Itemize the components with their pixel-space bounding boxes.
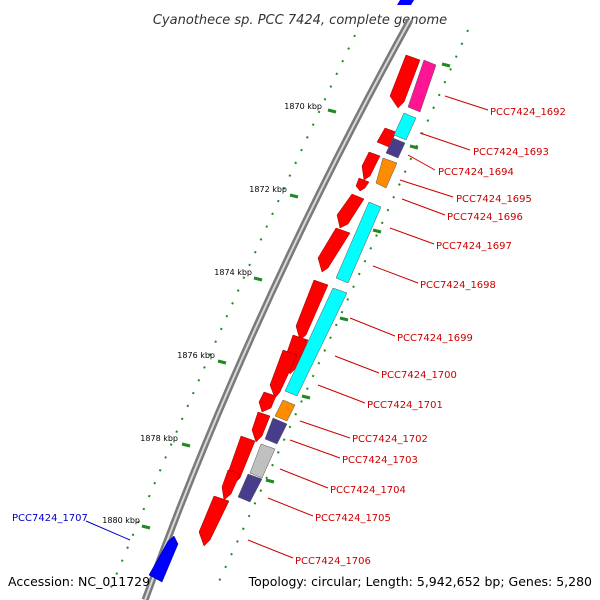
gene-arrow-1703 <box>251 411 271 443</box>
outer-tick-track <box>214 29 469 591</box>
gene-arrow-1692 <box>389 54 421 109</box>
gene-arrow-1706 <box>198 495 230 547</box>
gene-label: PCC7424_1698 <box>420 280 496 291</box>
accession-text: Accession: NC_011729 <box>8 574 150 589</box>
major-tick <box>289 193 299 199</box>
leader-1705 <box>267 497 314 517</box>
scale-label: 1872 kbp <box>249 185 287 194</box>
major-tick <box>372 228 382 234</box>
scale-label: 1880 kbp <box>102 516 140 525</box>
gene-label: PCC7424_1704 <box>330 485 406 496</box>
gene-bar-cyan-long <box>335 201 382 284</box>
gene-bar-orange-2 <box>274 399 296 422</box>
major-tick <box>409 144 419 150</box>
label-leaders <box>85 95 489 559</box>
major-tick <box>327 108 337 114</box>
gene-bars <box>237 59 437 503</box>
leader-1695 <box>399 179 454 198</box>
leader-1704 <box>279 468 329 489</box>
leader-1701 <box>317 384 366 404</box>
scale-label: 1876 kbp <box>177 351 215 360</box>
leader-1692 <box>444 95 489 111</box>
major-tick <box>339 316 349 322</box>
gene-bar-purple-3 <box>237 473 263 503</box>
scale-label: 1874 kbp <box>214 268 252 277</box>
gene-label: PCC7424_1699 <box>397 333 473 344</box>
tick-track <box>109 29 469 591</box>
leader-1702 <box>299 420 351 439</box>
gene-arrows-red <box>198 54 421 547</box>
leader-1699 <box>349 317 396 337</box>
gene-arrow-1701 <box>269 349 298 399</box>
gene-arrow-1705 <box>221 469 241 501</box>
gene-arrow-1707 <box>148 535 179 583</box>
major-tick <box>217 359 227 365</box>
gene-bar-gray <box>249 443 276 479</box>
gene-bar-orange <box>375 157 398 189</box>
leader-1696 <box>401 198 446 216</box>
gene-label: PCC7424_1707 <box>12 513 88 524</box>
gene-label: PCC7424_1703 <box>342 455 418 466</box>
major-tick <box>301 394 311 400</box>
gene-label: PCC7424_1692 <box>490 107 566 118</box>
gene-label: PCC7424_1702 <box>352 434 428 445</box>
gene-label: PCC7424_1696 <box>447 212 523 223</box>
gene-label: PCC7424_1700 <box>381 370 457 381</box>
gene-arrow-1697 <box>336 193 365 229</box>
gene-label: PCC7424_1706 <box>295 556 371 567</box>
gene-bar-cyan-long-2 <box>284 287 348 397</box>
gene-bar-purple-2 <box>264 417 288 445</box>
major-tick <box>253 276 263 282</box>
topology-text: Topology: circular; Length: 5,942,652 bp… <box>248 574 592 589</box>
gene-label: PCC7424_1695 <box>456 194 532 205</box>
gene-partial-blue <box>397 0 414 5</box>
scale-label: 1870 kbp <box>284 102 322 111</box>
map-title: Cyanothece sp. PCC 7424, complete genome <box>153 13 447 28</box>
gene-label: PCC7424_1701 <box>367 400 443 411</box>
genome-backbone-highlight <box>144 19 411 600</box>
gene-label: PCC7424_1694 <box>438 167 514 178</box>
gene-bar-cyan <box>393 112 417 141</box>
leader-1707 <box>85 520 131 541</box>
leader-1700 <box>334 355 380 374</box>
gene-label: PCC7424_1693 <box>473 147 549 158</box>
inner-tick-track <box>109 34 356 591</box>
scale-label: 1878 kbp <box>140 434 178 443</box>
gene-arrow-1695 <box>355 177 370 192</box>
leader-1698 <box>372 265 419 284</box>
gene-label: PCC7424_1705 <box>315 513 391 524</box>
major-tick <box>181 442 191 448</box>
gene-labels: PCC7424_1692 PCC7424_1693 PCC7424_1694 P… <box>12 107 566 567</box>
leader-1703 <box>289 439 341 459</box>
leader-1697 <box>389 227 435 245</box>
major-ticks <box>141 62 451 530</box>
gene-label: PCC7424_1697 <box>436 241 512 252</box>
major-tick <box>441 62 451 68</box>
gene-arrow-1698 <box>317 227 351 273</box>
major-tick <box>141 524 151 530</box>
gene-arrow-1699 <box>295 279 329 341</box>
leader-1694 <box>407 154 436 171</box>
gene-bar-purple <box>385 137 406 159</box>
gene-arrow-1702 <box>258 391 277 413</box>
leader-1693 <box>419 132 471 151</box>
gene-arrow-1694 <box>361 151 381 181</box>
leader-1706 <box>247 539 294 559</box>
gene-bar-magenta <box>407 59 437 113</box>
scale-labels: 1870 kbp 1872 kbp 1874 kbp 1876 kbp 1878… <box>102 102 322 525</box>
major-tick <box>265 478 275 484</box>
